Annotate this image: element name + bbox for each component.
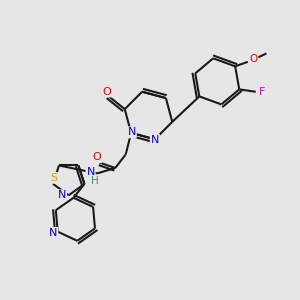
- Text: O: O: [103, 86, 111, 97]
- Text: O: O: [93, 152, 102, 162]
- Text: N: N: [49, 228, 57, 238]
- Text: H: H: [91, 176, 99, 186]
- Text: N: N: [128, 127, 136, 137]
- Text: S: S: [50, 173, 57, 183]
- Text: F: F: [259, 87, 266, 97]
- Text: N: N: [151, 135, 159, 145]
- Text: O: O: [249, 54, 257, 64]
- Text: N: N: [86, 167, 95, 177]
- Text: N: N: [58, 190, 66, 200]
